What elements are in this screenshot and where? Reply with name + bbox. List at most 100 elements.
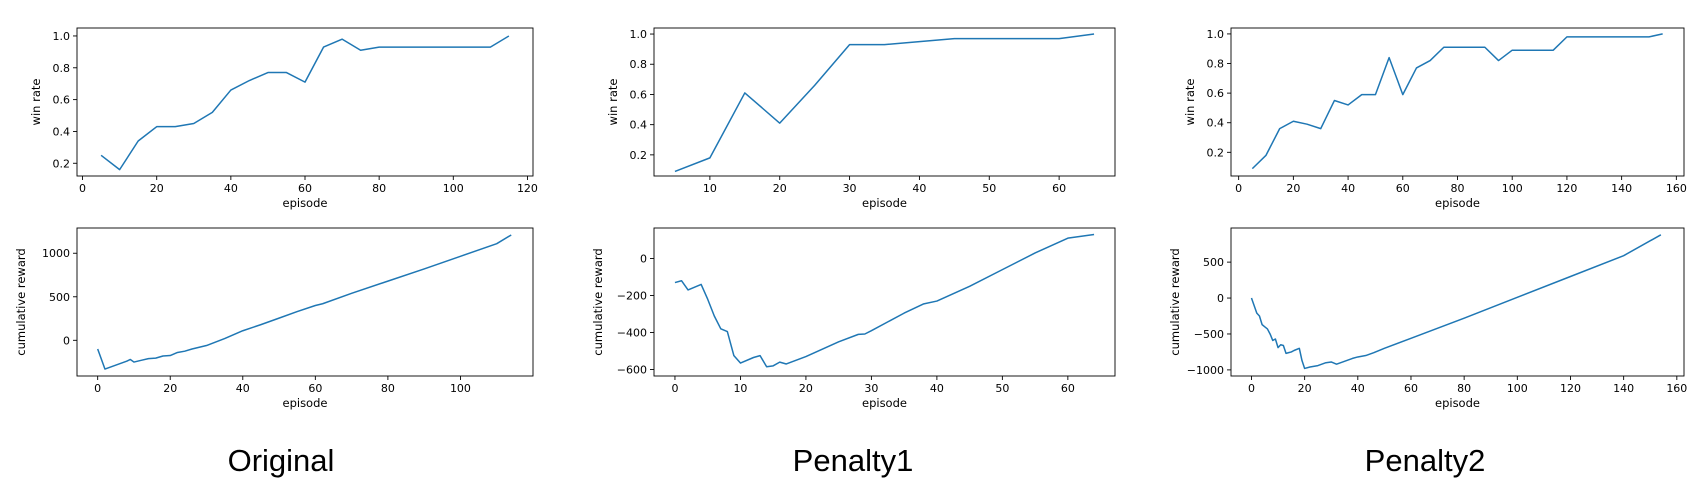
x-tick-label: 40 bbox=[912, 182, 926, 195]
x-axis-label: episode bbox=[283, 396, 328, 410]
y-tick-label: 0 bbox=[640, 253, 647, 266]
x-tick-label: 0 bbox=[1235, 182, 1242, 195]
y-tick-label: 1000 bbox=[42, 247, 70, 260]
chart-original-top: 0 20 40 60 80 100 120 0.2 0.4 0.6 0.8 1.0 episode win… bbox=[29, 27, 538, 210]
y-tick-label: 500 bbox=[49, 291, 70, 304]
y-tick-label: 0.6 bbox=[630, 88, 648, 101]
axes-frame bbox=[653, 27, 1116, 177]
chart-penalty1-bottom: 0 10 20 30 40 50 60 −600 −400 −200 0 episode cumulat… bbox=[591, 227, 1116, 410]
x-tick-label: 120 bbox=[517, 182, 538, 195]
axes-frame bbox=[76, 27, 534, 177]
x-tick-label: 20 bbox=[1298, 382, 1312, 395]
y-tick-label: 1.0 bbox=[53, 30, 71, 43]
x-tick-label: 0 bbox=[671, 382, 678, 395]
y-axis-label: cumulative reward bbox=[1168, 248, 1182, 355]
caption-penalty2: Penalty2 bbox=[1364, 443, 1486, 478]
y-tick-label: 0.2 bbox=[1207, 146, 1225, 159]
x-tick-label: 160 bbox=[1666, 382, 1687, 395]
y-tick-label: 1.0 bbox=[630, 28, 648, 41]
x-tick-label: 40 bbox=[1351, 382, 1365, 395]
x-tick-label: 140 bbox=[1611, 182, 1632, 195]
x-tick-label: 30 bbox=[864, 382, 878, 395]
series-line bbox=[674, 233, 1095, 368]
x-tick-label: 120 bbox=[1556, 182, 1577, 195]
y-tick-label: 0 bbox=[63, 334, 70, 347]
x-tick-label: 0 bbox=[79, 182, 86, 195]
x-tick-label: 100 bbox=[450, 382, 471, 395]
series-line bbox=[674, 33, 1095, 173]
x-tick-label: 10 bbox=[733, 382, 747, 395]
x-tick-label: 160 bbox=[1666, 182, 1687, 195]
axes-frame bbox=[1230, 27, 1685, 177]
x-tick-label: 80 bbox=[1451, 182, 1465, 195]
x-tick-label: 60 bbox=[1061, 382, 1075, 395]
x-tick-label: 80 bbox=[372, 182, 386, 195]
x-axis-label: episode bbox=[283, 196, 328, 210]
axes-frame bbox=[76, 227, 534, 377]
x-tick-label: 60 bbox=[1404, 382, 1418, 395]
x-tick-label: 0 bbox=[94, 382, 101, 395]
y-axis-label: win rate bbox=[606, 79, 620, 126]
x-tick-label: 100 bbox=[443, 182, 464, 195]
axes-frame bbox=[1230, 227, 1685, 377]
y-tick-label: 0.2 bbox=[53, 157, 71, 170]
y-tick-label: −400 bbox=[617, 327, 647, 340]
y-tick-label: 0.4 bbox=[630, 119, 648, 132]
x-tick-label: 120 bbox=[1560, 382, 1581, 395]
y-tick-label: −600 bbox=[617, 364, 647, 377]
x-axis-label: episode bbox=[862, 396, 907, 410]
chart-penalty2-top: 0 20 40 60 80 100 120 140 160 0.2 0.4 0.6 0.8 1.0 epis… bbox=[1183, 27, 1687, 210]
y-axis-label: win rate bbox=[1183, 79, 1197, 126]
series-line bbox=[1251, 33, 1663, 170]
y-axis-label: cumulative reward bbox=[591, 248, 605, 355]
y-tick-label: 0.2 bbox=[630, 149, 648, 162]
x-tick-label: 60 bbox=[298, 182, 312, 195]
x-tick-label: 140 bbox=[1613, 382, 1634, 395]
caption-original: Original bbox=[227, 443, 335, 478]
x-tick-label: 60 bbox=[1396, 182, 1410, 195]
y-tick-label: 500 bbox=[1203, 256, 1224, 269]
chart-penalty2-bottom: 0 20 40 60 80 100 120 140 160 −1000 −500 0 500 episod… bbox=[1168, 227, 1687, 410]
y-tick-label: 0.8 bbox=[53, 62, 71, 75]
y-tick-label: 0.8 bbox=[1207, 58, 1225, 71]
x-tick-label: 50 bbox=[995, 382, 1009, 395]
x-tick-label: 40 bbox=[1341, 182, 1355, 195]
y-tick-label: 0.6 bbox=[1207, 87, 1225, 100]
x-tick-label: 50 bbox=[982, 182, 996, 195]
x-tick-label: 20 bbox=[799, 382, 813, 395]
caption-penalty1: Penalty1 bbox=[792, 443, 914, 478]
chart-penalty1-top: 10 20 30 40 50 60 0.2 0.4 0.6 0.8 1.0 episode win ra… bbox=[606, 27, 1116, 210]
y-tick-label: 0.8 bbox=[630, 58, 648, 71]
x-tick-label: 0 bbox=[1248, 382, 1255, 395]
y-tick-label: −500 bbox=[1194, 328, 1224, 341]
x-axis-label: episode bbox=[1435, 196, 1480, 210]
x-tick-label: 40 bbox=[930, 382, 944, 395]
y-tick-label: 0.4 bbox=[1207, 117, 1225, 130]
x-tick-label: 20 bbox=[163, 382, 177, 395]
series-line bbox=[100, 35, 510, 171]
y-axis-label: win rate bbox=[29, 79, 43, 126]
x-tick-label: 20 bbox=[1286, 182, 1300, 195]
y-tick-label: 0.6 bbox=[53, 94, 71, 107]
y-tick-label: 0.4 bbox=[53, 125, 71, 138]
x-tick-label: 20 bbox=[773, 182, 787, 195]
y-axis-label: cumulative reward bbox=[14, 248, 28, 355]
x-tick-label: 60 bbox=[1052, 182, 1066, 195]
x-tick-label: 80 bbox=[381, 382, 395, 395]
x-tick-label: 80 bbox=[1457, 382, 1471, 395]
x-tick-label: 100 bbox=[1502, 182, 1523, 195]
x-tick-label: 100 bbox=[1507, 382, 1528, 395]
x-axis-label: episode bbox=[1435, 396, 1480, 410]
x-tick-label: 60 bbox=[308, 382, 322, 395]
x-tick-label: 40 bbox=[236, 382, 250, 395]
y-tick-label: 0 bbox=[1217, 292, 1224, 305]
y-tick-label: −1000 bbox=[1187, 364, 1224, 377]
x-axis-label: episode bbox=[862, 196, 907, 210]
y-tick-label: −200 bbox=[617, 290, 647, 303]
series-line bbox=[1250, 234, 1662, 370]
axes-frame bbox=[653, 227, 1116, 377]
series-line bbox=[96, 234, 512, 370]
x-tick-label: 20 bbox=[150, 182, 164, 195]
